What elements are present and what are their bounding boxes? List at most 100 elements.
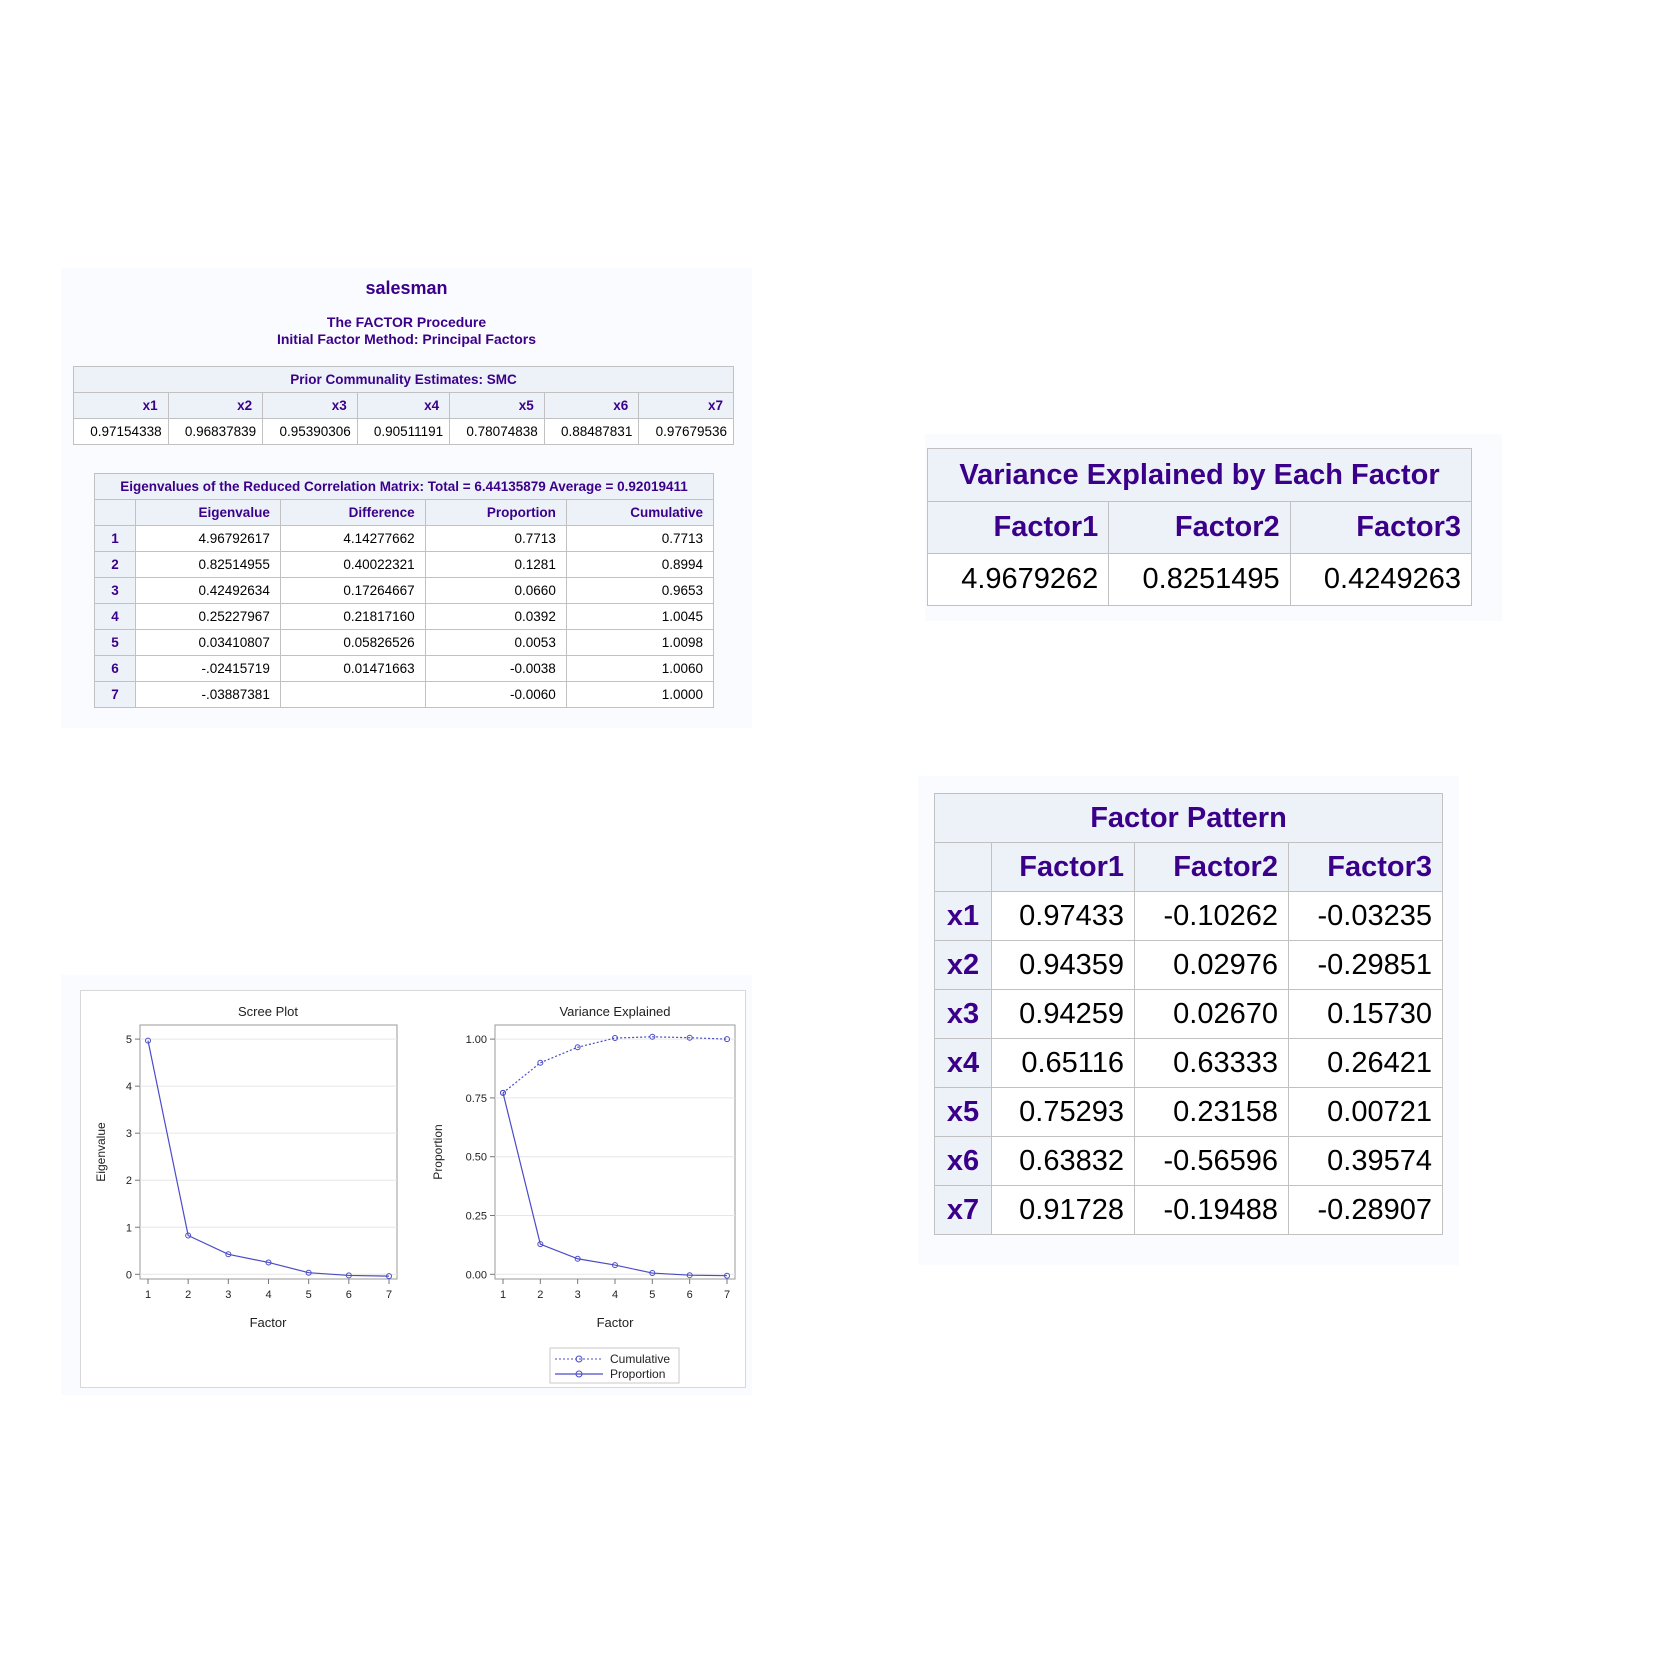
row-header: 2 bbox=[94, 551, 136, 578]
data-point bbox=[612, 1035, 618, 1042]
x-tick-label: 2 bbox=[185, 1289, 191, 1301]
table-cell: -.03887381 bbox=[135, 681, 281, 708]
column-header: x3 bbox=[262, 392, 358, 419]
x-tick-label: 3 bbox=[575, 1289, 581, 1301]
y-tick-label: 0.25 bbox=[466, 1211, 487, 1223]
variance-header-row: Factor1 Factor2 Factor3 bbox=[926, 501, 1473, 554]
table-cell: 0.7713 bbox=[565, 525, 715, 552]
x-tick-label: 7 bbox=[724, 1289, 730, 1301]
charts-svg: Scree Plot Eigenvalue Factor 0 1 2 3 4 5 1 2 3 4 5… bbox=[94, 1004, 736, 1384]
table-cell: 0.91728 bbox=[991, 1185, 1135, 1235]
table-cell: 0.8994 bbox=[565, 551, 715, 578]
scree-plot-area: 0 1 2 3 4 5 1 2 3 4 5 6 7 bbox=[126, 1034, 397, 1301]
column-header: x6 bbox=[543, 392, 640, 419]
column-header: Cumulative bbox=[565, 499, 715, 526]
variance-value-row: 4.9679262 0.8251495 0.4249263 bbox=[926, 553, 1473, 606]
table-cell: -0.0038 bbox=[424, 655, 567, 682]
legend-marker-cumulative bbox=[575, 1355, 583, 1363]
row-header: x6 bbox=[934, 1136, 992, 1186]
prior-communality-header-row: x1 x2 x3 x4 x5 x6 x7 bbox=[73, 392, 734, 419]
table-cell: 0.01471663 bbox=[279, 655, 426, 682]
data-point bbox=[386, 1273, 392, 1280]
table-cell: -0.19488 bbox=[1134, 1185, 1289, 1235]
column-header: x4 bbox=[356, 392, 451, 419]
table-cell: 0.78074838 bbox=[449, 418, 545, 445]
x-tick-label: 4 bbox=[612, 1289, 618, 1301]
x-tick-label: 4 bbox=[265, 1289, 271, 1301]
table-cell: 0.17264667 bbox=[279, 577, 426, 604]
y-tick-label: 4 bbox=[126, 1081, 132, 1093]
procedure-title: The FACTOR Procedure bbox=[326, 314, 487, 330]
column-header: Factor2 bbox=[1134, 842, 1289, 892]
table-cell: 0.40022321 bbox=[279, 551, 426, 578]
table-row: x4 0.65116 0.63333 0.26421 bbox=[934, 1038, 1444, 1088]
x-tick-label: 1 bbox=[500, 1289, 506, 1301]
factor-pattern-header-row: Factor1 Factor2 Factor3 bbox=[934, 842, 1444, 892]
data-point bbox=[612, 1262, 618, 1269]
variance-explained-title: Variance Explained by Each Factor bbox=[927, 448, 1472, 502]
eigenvalue-table-title: Eigenvalues of the Reduced Correlation M… bbox=[94, 473, 714, 500]
data-point bbox=[500, 1089, 506, 1096]
table-cell: 0.39574 bbox=[1287, 1136, 1444, 1186]
table-cell: 0.94259 bbox=[991, 989, 1135, 1039]
data-point bbox=[185, 1232, 192, 1239]
table-cell: 1.0045 bbox=[565, 603, 715, 630]
eigenvalue-table: Eigenvalues of the Reduced Correlation M… bbox=[94, 473, 715, 708]
data-point bbox=[649, 1270, 656, 1277]
table-cell: 0.63333 bbox=[1134, 1038, 1289, 1088]
y-tick-label: 5 bbox=[126, 1034, 132, 1046]
legend-box bbox=[549, 1347, 680, 1384]
table-cell: -0.0060 bbox=[424, 681, 567, 708]
table-cell: 0.15730 bbox=[1287, 989, 1444, 1039]
table-cell: 0.97433 bbox=[991, 891, 1135, 941]
table-cell: 0.26421 bbox=[1287, 1038, 1444, 1088]
factor-output-panel: salesman The FACTOR Procedure Initial Fa… bbox=[61, 268, 752, 728]
table-cell: 0.00721 bbox=[1287, 1087, 1444, 1137]
table-row: 7 -.03887381 -0.0060 1.0000 bbox=[94, 681, 715, 708]
x-tick-label: 5 bbox=[649, 1289, 655, 1301]
variance-explained-table: Variance Explained by Each Factor Factor… bbox=[926, 448, 1473, 606]
column-header: Factor2 bbox=[1108, 501, 1291, 554]
column-header: Eigenvalue bbox=[135, 499, 281, 526]
column-header bbox=[94, 499, 136, 526]
column-header: x7 bbox=[638, 392, 734, 419]
method-title: Initial Factor Method: Principal Factors bbox=[276, 331, 537, 347]
data-point bbox=[574, 1044, 581, 1051]
prior-communality-table: Prior Communality Estimates: SMC x1 x2 x… bbox=[73, 366, 734, 445]
x-tick-label: 3 bbox=[225, 1289, 231, 1301]
table-cell: 0.0053 bbox=[424, 629, 567, 656]
row-header: 3 bbox=[94, 577, 136, 604]
table-row: x7 0.91728 -0.19488 -0.28907 bbox=[934, 1185, 1444, 1235]
row-header: x3 bbox=[934, 989, 992, 1039]
table-cell: 0.95390306 bbox=[262, 418, 358, 445]
table-cell: 0.88487831 bbox=[543, 418, 640, 445]
table-cell: 0.03410807 bbox=[135, 629, 281, 656]
table-cell: -0.29851 bbox=[1287, 940, 1444, 990]
data-point bbox=[686, 1272, 693, 1279]
table-cell: 4.9679262 bbox=[926, 553, 1110, 606]
data-point bbox=[145, 1037, 151, 1044]
y-tick-label: 0 bbox=[126, 1269, 132, 1281]
table-row: 6 -.02415719 0.01471663 -0.0038 1.0060 bbox=[94, 655, 715, 682]
column-header: x1 bbox=[73, 392, 169, 419]
chart-title: Scree Plot bbox=[238, 1004, 298, 1019]
table-cell: 0.82514955 bbox=[135, 551, 281, 578]
column-header: Difference bbox=[279, 499, 426, 526]
series-line bbox=[147, 1040, 390, 1277]
row-header: 7 bbox=[94, 681, 136, 708]
table-cell: 1.0098 bbox=[565, 629, 715, 656]
column-header: Factor3 bbox=[1289, 501, 1473, 554]
factor-pattern-table: Factor Pattern Factor1 Factor2 Factor3 x… bbox=[934, 793, 1444, 1235]
table-cell: 0.75293 bbox=[991, 1087, 1135, 1137]
table-cell: 0.9653 bbox=[565, 577, 715, 604]
table-cell: 0.02976 bbox=[1134, 940, 1289, 990]
column-header bbox=[934, 842, 992, 892]
table-cell: 0.97679536 bbox=[638, 418, 734, 445]
table-cell: 0.94359 bbox=[991, 940, 1135, 990]
row-header: x1 bbox=[934, 891, 992, 941]
table-cell: 0.90511191 bbox=[356, 418, 451, 445]
row-header: x4 bbox=[934, 1038, 992, 1088]
table-cell: -0.03235 bbox=[1287, 891, 1444, 941]
x-tick-label: 7 bbox=[386, 1289, 392, 1301]
table-cell: 0.21817160 bbox=[279, 603, 426, 630]
